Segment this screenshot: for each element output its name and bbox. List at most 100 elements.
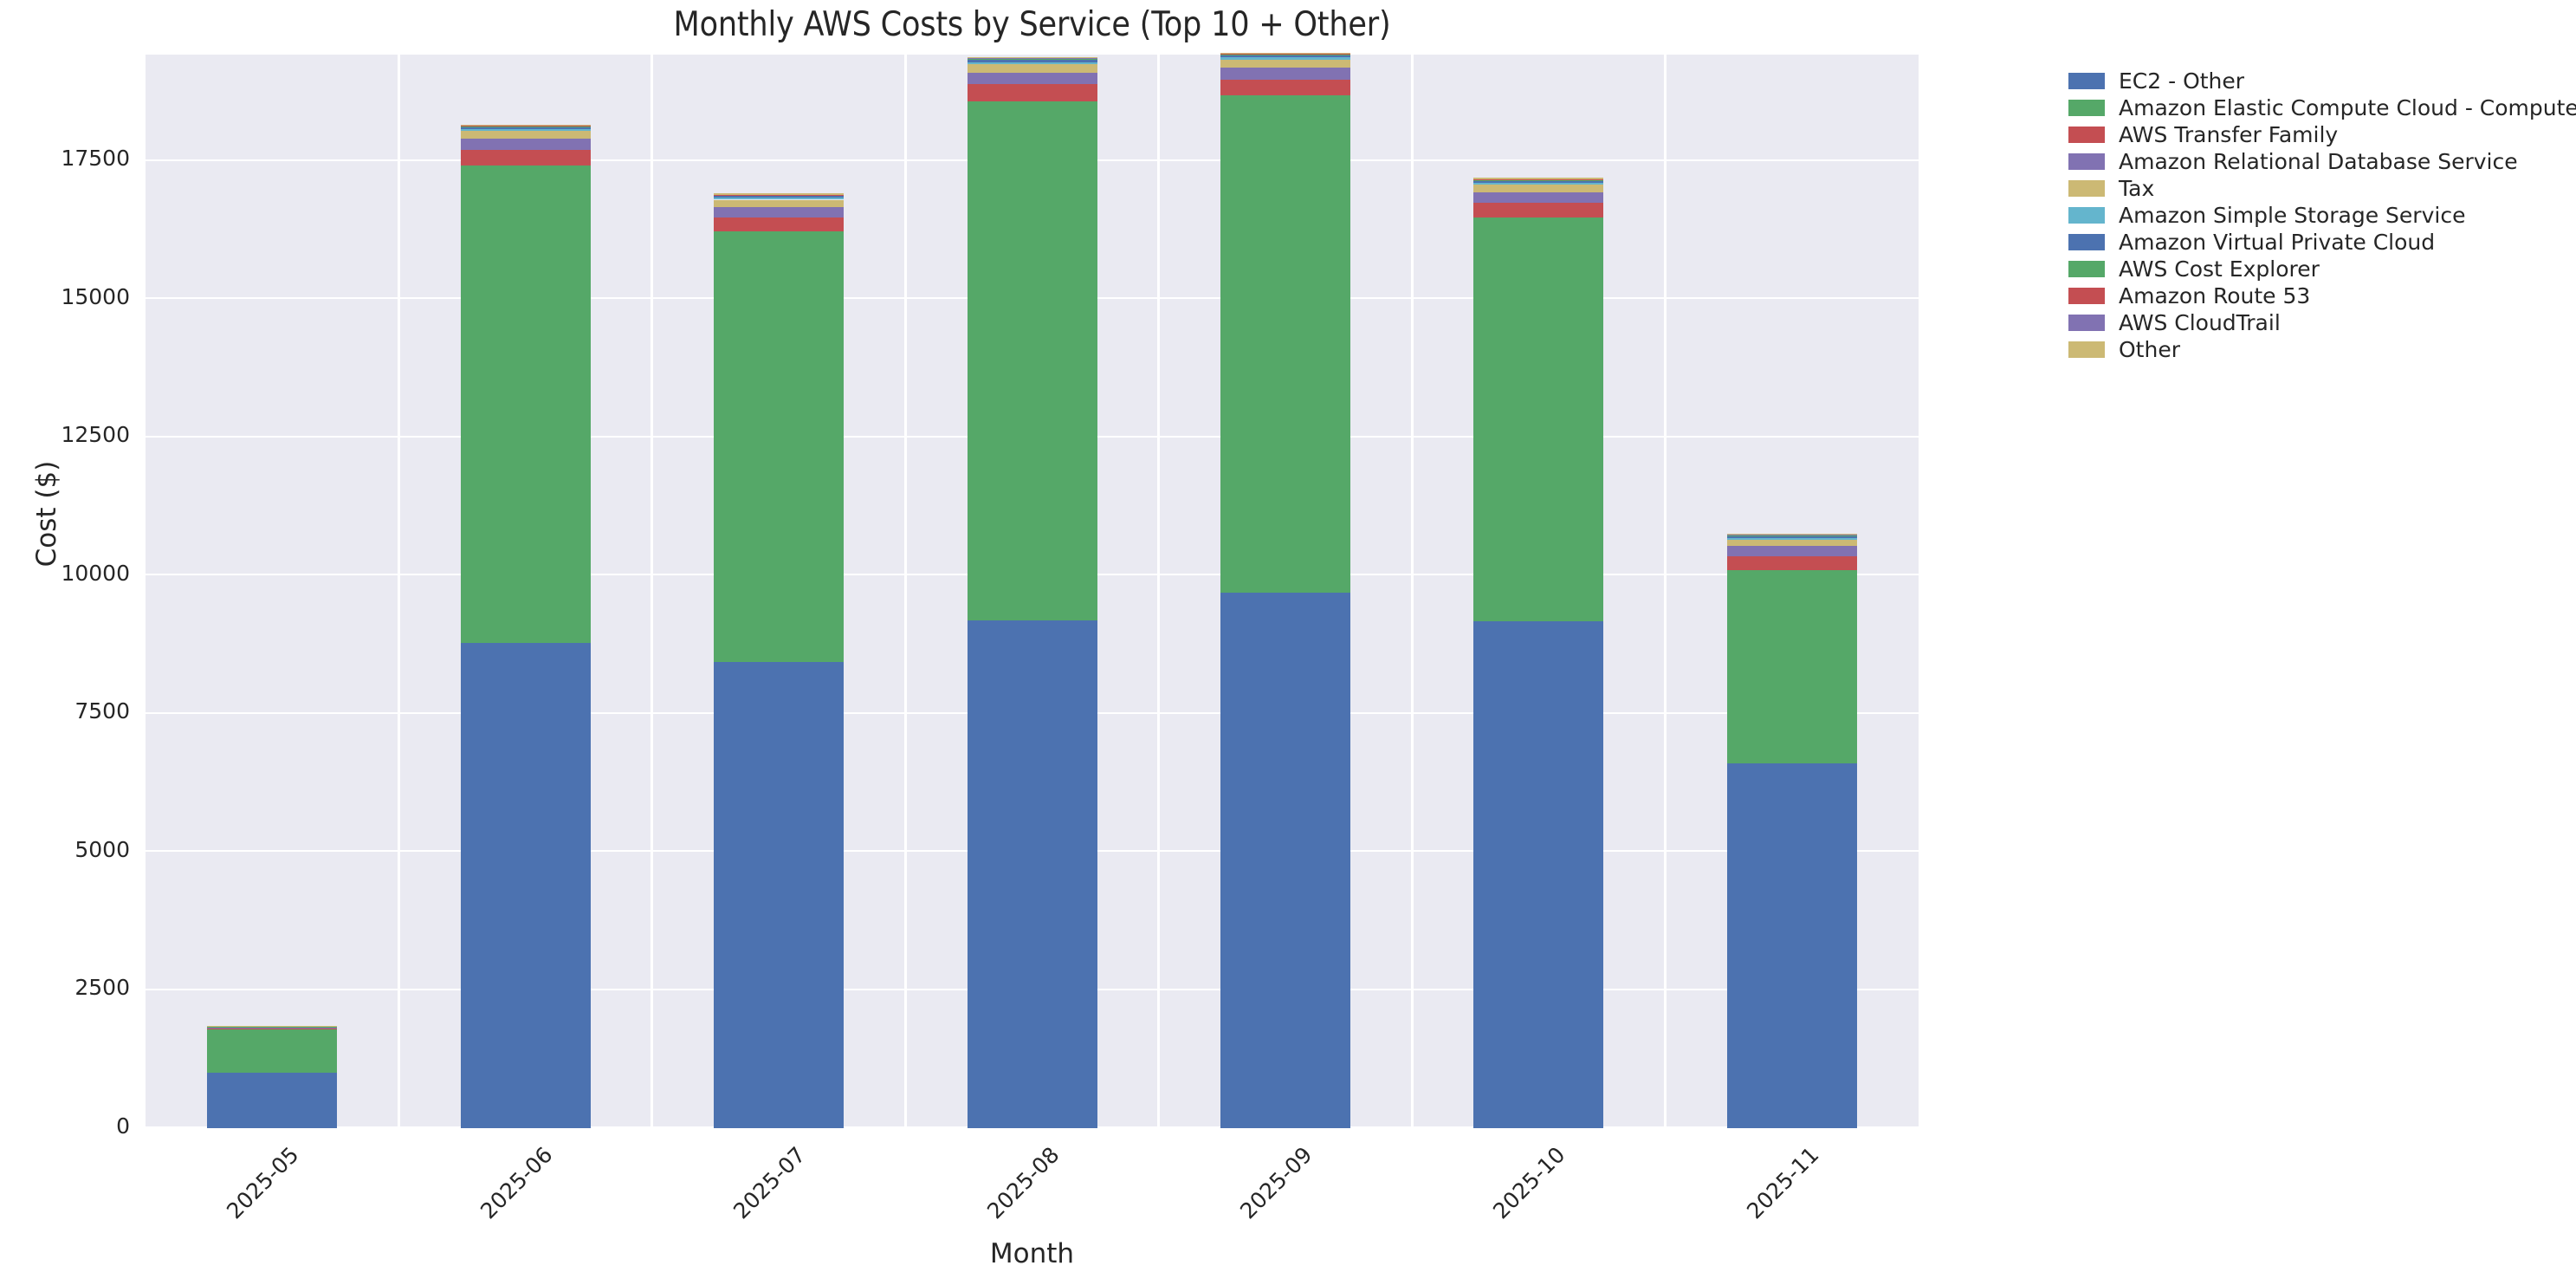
gridline-vertical	[1157, 55, 1161, 1128]
legend: EC2 - Other Amazon Elastic Compute Cloud …	[2068, 68, 2576, 363]
legend-item[interactable]: Amazon Route 53	[2068, 282, 2576, 309]
plot-area	[146, 52, 1919, 1128]
legend-item[interactable]: AWS Cost Explorer	[2068, 256, 2576, 282]
bar-2025-11[interactable]	[1726, 533, 1857, 1128]
legend-swatch-icon	[2068, 315, 2105, 331]
bar-segment[interactable]	[1726, 535, 1857, 536]
bar-segment[interactable]	[714, 662, 845, 1128]
legend-swatch-icon	[2068, 234, 2105, 250]
bar-2025-06[interactable]	[460, 124, 591, 1128]
bar-segment[interactable]	[1473, 184, 1604, 192]
y-tick-label: 12500	[61, 422, 130, 448]
legend-swatch-icon	[2068, 288, 2105, 304]
bar-segment[interactable]	[1473, 191, 1604, 203]
legend-label: Amazon Route 53	[2119, 283, 2311, 308]
bar-segment[interactable]	[460, 642, 591, 1128]
bar-segment[interactable]	[1726, 763, 1857, 1128]
bar-segment[interactable]	[967, 620, 1097, 1128]
bar-segment[interactable]	[714, 195, 845, 197]
bar-segment[interactable]	[1220, 57, 1350, 60]
bar-segment[interactable]	[460, 127, 591, 129]
bar-2025-09[interactable]	[1220, 52, 1350, 1128]
bar-segment[interactable]	[967, 84, 1097, 101]
legend-item[interactable]: Other	[2068, 336, 2576, 363]
legend-item[interactable]: AWS Transfer Family	[2068, 121, 2576, 148]
bar-segment[interactable]	[714, 198, 845, 200]
bar-segment[interactable]	[714, 196, 845, 198]
bar-segment[interactable]	[1220, 55, 1350, 58]
bar-segment[interactable]	[967, 60, 1097, 62]
legend-item[interactable]: Amazon Relational Database Service	[2068, 148, 2576, 175]
bar-segment[interactable]	[967, 59, 1097, 61]
legend-label: Other	[2119, 337, 2180, 362]
y-tick-label: 17500	[61, 146, 130, 172]
bar-segment[interactable]	[460, 165, 591, 643]
legend-item[interactable]: Tax	[2068, 175, 2576, 202]
bar-segment[interactable]	[1473, 178, 1604, 180]
bar-segment[interactable]	[1220, 79, 1350, 96]
bar-segment[interactable]	[967, 58, 1097, 60]
bar-2025-08[interactable]	[967, 56, 1097, 1128]
bar-segment[interactable]	[207, 1026, 338, 1028]
bar-segment[interactable]	[207, 1073, 338, 1128]
legend-swatch-icon	[2068, 207, 2105, 224]
bar-segment[interactable]	[714, 193, 845, 195]
bar-segment[interactable]	[967, 64, 1097, 74]
bar-2025-05[interactable]	[207, 1026, 338, 1128]
legend-swatch-icon	[2068, 261, 2105, 277]
bar-segment[interactable]	[460, 128, 591, 132]
bar-segment[interactable]	[1220, 59, 1350, 68]
bar-segment[interactable]	[460, 125, 591, 127]
bar-segment[interactable]	[967, 56, 1097, 59]
legend-label: AWS Transfer Family	[2119, 122, 2339, 147]
bar-segment[interactable]	[1473, 620, 1604, 1128]
bar-segment[interactable]	[1473, 182, 1604, 185]
bar-segment[interactable]	[1220, 68, 1350, 80]
bar-segment[interactable]	[460, 139, 591, 151]
legend-item[interactable]: Amazon Simple Storage Service	[2068, 202, 2576, 229]
legend-item[interactable]: EC2 - Other	[2068, 68, 2576, 94]
bar-segment[interactable]	[1220, 95, 1350, 594]
bar-segment[interactable]	[460, 124, 591, 126]
bar-segment[interactable]	[460, 150, 591, 165]
x-tick-label: 2025-07	[728, 1142, 811, 1224]
bar-segment[interactable]	[714, 217, 845, 232]
bar-segment[interactable]	[1220, 593, 1350, 1128]
bar-segment[interactable]	[967, 101, 1097, 621]
legend-label: EC2 - Other	[2119, 68, 2245, 94]
bar-segment[interactable]	[967, 62, 1097, 65]
bar-segment[interactable]	[207, 1029, 338, 1074]
bar-2025-10[interactable]	[1473, 178, 1604, 1128]
x-tick-label: 2025-11	[1741, 1142, 1824, 1224]
bar-segment[interactable]	[714, 206, 845, 217]
legend-label: AWS Cost Explorer	[2119, 256, 2320, 282]
legend-label: Amazon Simple Storage Service	[2119, 203, 2466, 228]
legend-swatch-icon	[2068, 127, 2105, 143]
bar-segment[interactable]	[1220, 52, 1350, 54]
bar-segment[interactable]	[1473, 203, 1604, 218]
bar-segment[interactable]	[1473, 180, 1604, 183]
bar-2025-07[interactable]	[714, 193, 845, 1128]
bar-segment[interactable]	[460, 131, 591, 140]
bar-segment[interactable]	[967, 73, 1097, 85]
bar-segment[interactable]	[714, 231, 845, 663]
bar-segment[interactable]	[1726, 546, 1857, 556]
bar-segment[interactable]	[714, 199, 845, 207]
bar-segment[interactable]	[1726, 555, 1857, 570]
legend-item[interactable]: AWS CloudTrail	[2068, 309, 2576, 336]
bar-segment[interactable]	[1473, 217, 1604, 621]
bar-segment[interactable]	[1726, 533, 1857, 535]
legend-item[interactable]: Amazon Virtual Private Cloud	[2068, 229, 2576, 256]
legend-item[interactable]: Amazon Elastic Compute Cloud - Compute	[2068, 94, 2576, 121]
bar-segment[interactable]	[1726, 535, 1857, 538]
bar-segment[interactable]	[1473, 179, 1604, 181]
bar-segment[interactable]	[1726, 569, 1857, 763]
y-tick-label: 15000	[61, 283, 130, 309]
gridline-vertical	[1664, 55, 1667, 1128]
bar-segment[interactable]	[1726, 539, 1857, 547]
gridline-vertical	[397, 55, 400, 1128]
x-tick-label: 2025-08	[981, 1142, 1065, 1224]
bar-segment[interactable]	[1726, 537, 1857, 540]
bar-segment[interactable]	[1220, 53, 1350, 55]
